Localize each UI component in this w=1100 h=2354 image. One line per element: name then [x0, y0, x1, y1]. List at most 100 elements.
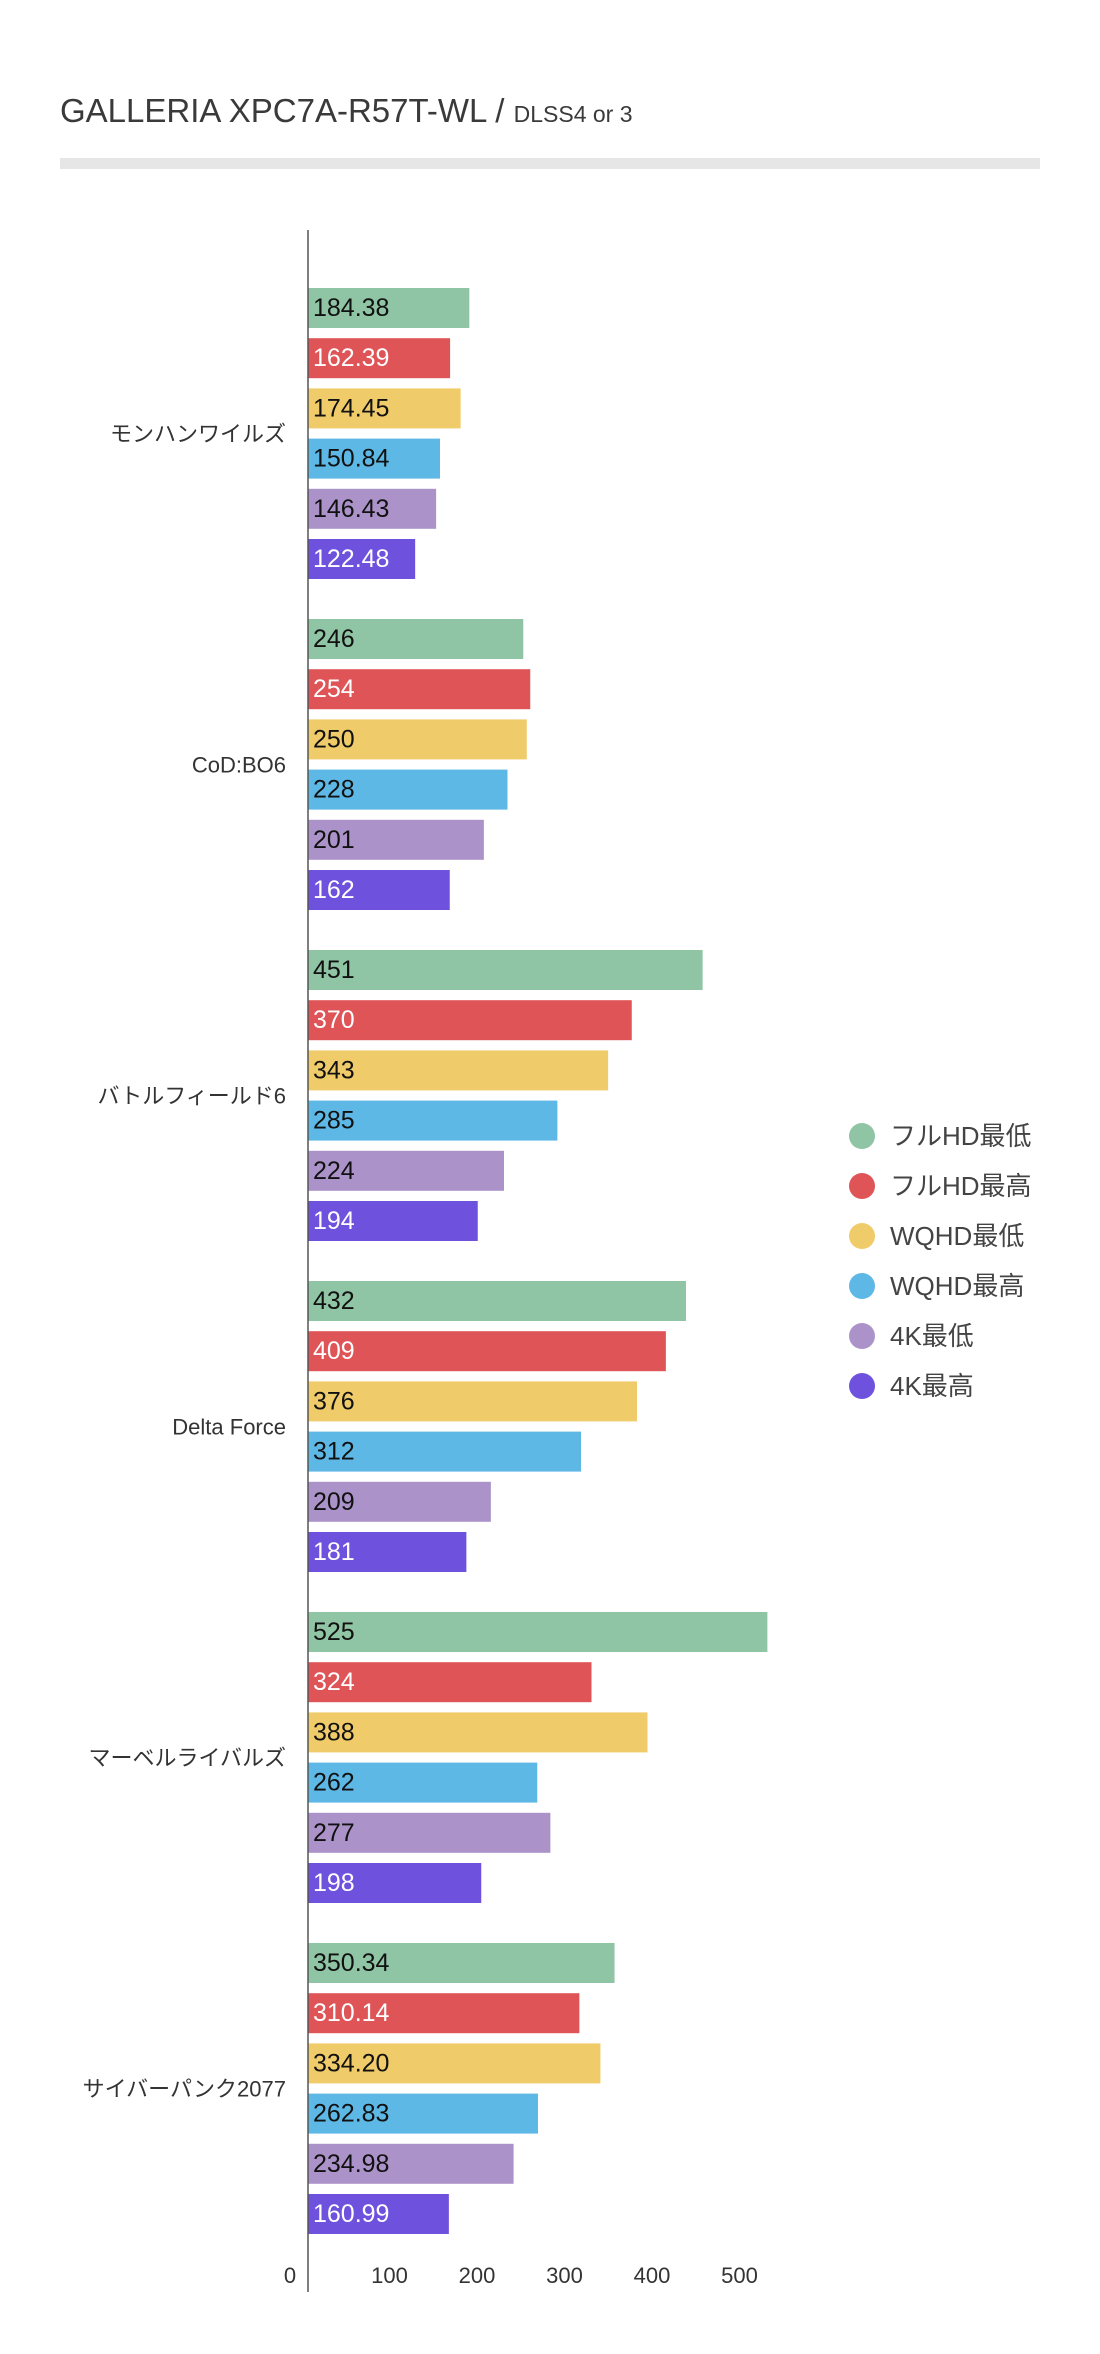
bar-4-2 — [308, 1331, 666, 1372]
title-divider — [60, 158, 1040, 169]
chart-title: GALLERIA XPC7A-R57T-WL / DLSS4 or 3 — [60, 92, 633, 130]
legend-swatch — [849, 1323, 875, 1349]
bar-5-5 — [308, 1812, 551, 1853]
data-label: 198 — [313, 1869, 355, 1897]
bar-6-2 — [308, 1993, 580, 2034]
bar-5-2 — [308, 1662, 592, 1703]
legend-label: 4K最低 — [890, 1321, 974, 1351]
bar-4-5 — [308, 1481, 491, 1522]
data-label: 324 — [313, 1668, 355, 1696]
data-label: 370 — [313, 1006, 355, 1034]
bar-4-3 — [308, 1381, 637, 1422]
data-label: 122.48 — [313, 545, 389, 573]
data-label: 312 — [313, 1438, 355, 1466]
legend-label: フルHD最高 — [890, 1171, 1032, 1201]
data-label: 234.98 — [313, 2150, 389, 2178]
legend-label: フルHD最低 — [890, 1121, 1032, 1151]
data-label: 343 — [313, 1056, 355, 1084]
data-label: 181 — [313, 1538, 355, 1566]
data-label: 162 — [313, 876, 355, 904]
data-label: 277 — [313, 1819, 355, 1847]
legend-swatch — [849, 1223, 875, 1249]
data-label: 388 — [313, 1718, 355, 1746]
x-tick-label: 400 — [634, 2263, 671, 2288]
data-label: 201 — [313, 826, 355, 854]
data-label: 160.99 — [313, 2200, 389, 2228]
bar-2-6 — [308, 870, 450, 910]
bar-2-1 — [308, 619, 524, 659]
data-label: 285 — [313, 1107, 355, 1135]
bar-3-6 — [308, 1201, 478, 1241]
bar-3-2 — [308, 1000, 632, 1041]
data-label: 334.20 — [313, 2049, 389, 2077]
bar-4-4 — [308, 1431, 581, 1472]
bar-1-5 — [308, 488, 437, 529]
bar-3-4 — [308, 1100, 558, 1141]
data-label: 184.38 — [313, 294, 389, 322]
bar-6-6 — [308, 2194, 449, 2234]
bar-6-1 — [308, 1943, 615, 1983]
data-label: 174.45 — [313, 394, 389, 422]
category-label: モンハンワイルズ — [110, 422, 286, 447]
data-label: 146.43 — [313, 495, 389, 523]
bar-1-3 — [308, 388, 461, 429]
legend-label: WQHD最高 — [890, 1271, 1024, 1301]
data-label: 209 — [313, 1488, 355, 1516]
bar-3-3 — [308, 1050, 609, 1091]
bar-2-4 — [308, 769, 508, 810]
bar-6-4 — [308, 2093, 538, 2134]
bar-5-4 — [308, 1762, 538, 1803]
data-label: 409 — [313, 1337, 355, 1365]
category-label: バトルフィールド6 — [98, 1084, 286, 1109]
data-label: 254 — [313, 675, 355, 703]
bar-1-1 — [308, 288, 470, 328]
data-label: 525 — [313, 1618, 355, 1646]
bar-6-5 — [308, 2143, 514, 2184]
bar-2-2 — [308, 669, 531, 710]
data-label: 228 — [313, 776, 355, 804]
bar-6-3 — [308, 2043, 601, 2084]
data-label: 246 — [313, 625, 355, 653]
bar-3-1 — [308, 950, 703, 990]
bar-2-5 — [308, 819, 484, 860]
bar-2-3 — [308, 719, 527, 760]
bar-4-6 — [308, 1532, 467, 1572]
data-label: 150.84 — [313, 445, 390, 473]
bar-5-3 — [308, 1712, 648, 1753]
x-tick-label: 500 — [721, 2263, 758, 2288]
legend-label: 4K最高 — [890, 1371, 974, 1401]
bar-1-6 — [308, 539, 416, 579]
legend-label: WQHD最低 — [890, 1221, 1024, 1251]
bar-1-2 — [308, 338, 451, 379]
data-label: 250 — [313, 725, 355, 753]
data-label: 262.83 — [313, 2100, 389, 2128]
legend-swatch — [849, 1123, 875, 1149]
category-label: マーベルライバルズ — [88, 1746, 286, 1771]
data-label: 262 — [313, 1769, 355, 1797]
bar-1-4 — [308, 438, 440, 479]
chart-title-main: GALLERIA XPC7A-R57T-WL / — [60, 92, 514, 129]
category-label: Delta Force — [172, 1415, 286, 1440]
legend-swatch — [849, 1173, 875, 1199]
data-label: 224 — [313, 1157, 355, 1185]
bar-5-1 — [308, 1612, 768, 1652]
category-label: CoD:BO6 — [192, 753, 286, 778]
data-label: 350.34 — [313, 1949, 390, 1977]
x-tick-label: 100 — [371, 2263, 408, 2288]
legend-swatch — [849, 1273, 875, 1299]
chart-subtitle: DLSS4 or 3 — [513, 101, 633, 127]
bar-5-6 — [308, 1863, 482, 1903]
data-label: 432 — [313, 1287, 355, 1315]
category-label: サイバーパンク2077 — [83, 2077, 286, 2102]
x-tick-label: 200 — [459, 2263, 496, 2288]
bar-3-5 — [308, 1150, 504, 1191]
x-tick-label: 300 — [546, 2263, 583, 2288]
legend-swatch — [849, 1373, 875, 1399]
data-label: 310.14 — [313, 1999, 390, 2027]
x-tick-label: 0 — [284, 2263, 296, 2288]
data-label: 376 — [313, 1387, 355, 1415]
data-label: 451 — [313, 956, 355, 984]
data-label: 162.39 — [313, 344, 389, 372]
data-label: 194 — [313, 1207, 355, 1235]
